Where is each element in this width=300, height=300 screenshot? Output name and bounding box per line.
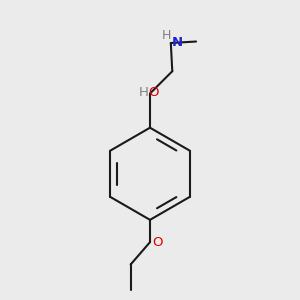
Text: H: H <box>162 29 171 42</box>
Text: O: O <box>148 86 159 99</box>
Text: H: H <box>139 86 148 99</box>
Text: O: O <box>152 236 163 249</box>
Text: N: N <box>171 36 182 49</box>
